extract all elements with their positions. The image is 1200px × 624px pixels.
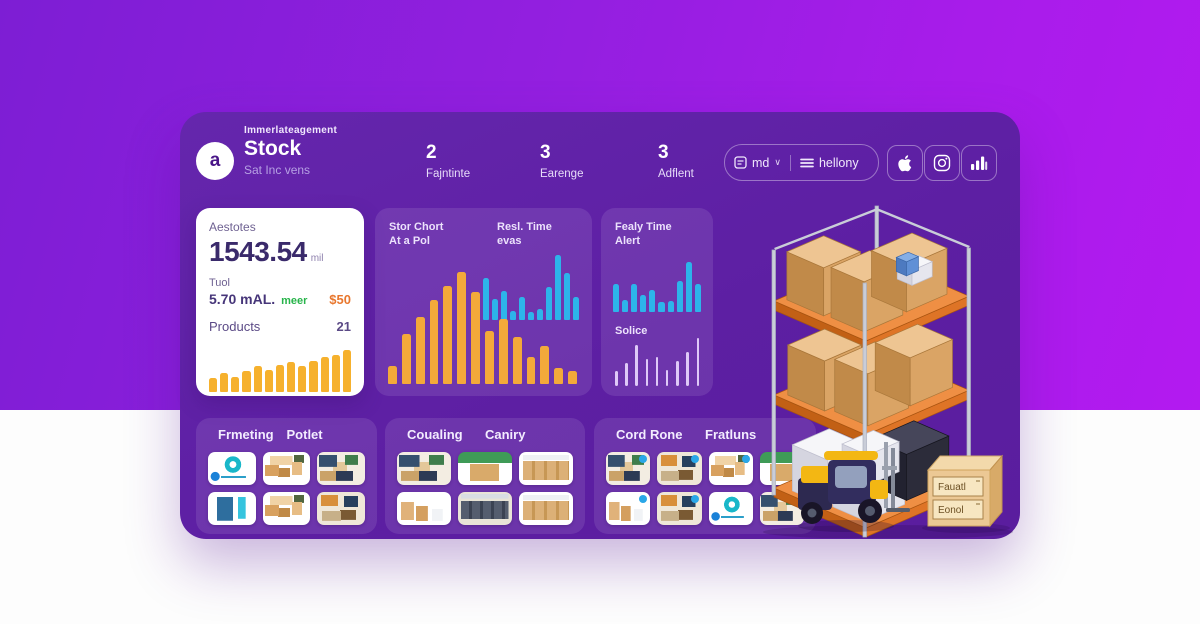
page-subtitle: Sat Inc vens [244,163,311,177]
solice-bar-chart [615,334,699,386]
metric-value: 5.70 mAL. [209,291,276,307]
metric-label: Tuol [209,277,230,289]
products-label: Products [209,319,261,334]
signal-bars-icon [971,156,988,170]
product-thumbnail[interactable] [458,492,512,525]
product-thumbnail[interactable] [657,452,702,485]
metric-tag: meer [281,295,308,307]
product-thumbnail[interactable] [657,492,702,525]
product-thumbnail[interactable] [397,452,451,485]
summary-unit: mil [310,253,324,264]
product-grid [397,452,573,525]
labelled-box-illustration: Fauatl Eonol [922,454,1010,533]
camera-icon [933,154,951,172]
page-title: Stock [244,137,302,160]
app-logo: a [196,142,234,180]
summary-value: 1543.54 [209,236,307,267]
product-thumbnail[interactable] [606,492,651,525]
product-thumbnail[interactable] [397,492,451,525]
alert-bar-chart [613,250,701,312]
stat-value: 3 [540,142,551,163]
product-section-3: Cord Rone Fratluns [594,418,816,534]
product-thumbnail[interactable] [208,452,256,485]
section-header: Caniry [485,427,526,442]
products-count: 21 [336,319,351,334]
hamburger-icon [800,158,814,167]
product-thumbnail[interactable] [606,452,651,485]
mode-dropdown[interactable]: md ∨ [725,156,790,170]
realtime-chart-title: Resl. Time evas [497,221,552,248]
pill-divider [789,154,791,171]
stat-value: 3 [658,142,669,163]
stock-bar-chart [388,236,578,384]
menu-label: hellony [818,155,859,170]
section-header: Coualing [407,427,463,442]
box-label-1: Fauatl [938,482,966,493]
product-thumbnail[interactable] [519,492,573,525]
header-stat-3: 3 Adflent [658,142,694,180]
product-thumbnail[interactable] [519,452,573,485]
stat-value: 2 [426,142,437,163]
metric-amount: $50 [329,292,351,307]
list-square-icon [734,156,747,169]
product-thumbnail[interactable] [208,492,256,525]
realtime-bar-chart [483,244,579,320]
apple-button[interactable] [887,145,923,181]
warehouse-illustration: Fauatl Eonol [748,188,1020,539]
product-thumbnail[interactable] [317,492,365,525]
chevron-down-icon: ∨ [774,157,781,167]
dropdown-label: md [752,155,770,170]
stock-chart-panel: Stor Chort At a Pol Resl. Time evas [375,208,592,396]
product-thumbnail[interactable] [708,452,753,485]
product-thumbnail[interactable] [458,452,512,485]
header-stat-1: 2 Fajntinte [426,142,470,180]
alert-chart-panel: Fealy Time Alert Solice [601,208,713,396]
section-header: Fratluns [705,427,757,442]
section-header: Potlet [286,427,323,442]
product-section-1: Frmeting Potlet [196,418,377,534]
product-thumbnail[interactable] [262,452,311,485]
stat-label: Adflent [658,168,694,180]
camera-button[interactable] [924,145,960,181]
section-header: Cord Rone [616,427,683,442]
alert-chart-title: Fealy Time Alert [615,221,672,248]
logo-letter: a [209,150,221,171]
stock-chart-title: Stor Chort At a Pol [389,221,444,248]
apple-icon [897,154,911,171]
solice-label: Solice [615,325,648,337]
box-label-2: Eonol [938,505,964,516]
stat-label: Earenge [540,168,584,180]
dashboard-card: a Immerlateagement Stock Sat Inc vens 2 … [180,112,1020,539]
stats-button[interactable] [961,145,997,181]
header-pill-controls: md ∨ hellony [724,144,879,181]
product-grid [606,452,804,525]
summary-label: Aestotes [209,220,256,234]
product-grid [208,452,365,525]
menu-button[interactable]: hellony [791,156,868,170]
product-thumbnail[interactable] [262,492,311,525]
stat-label: Fajntinte [426,168,471,180]
summary-card: Aestotes 1543.54 mil Tuol 5.70 mAL. meer… [196,208,364,396]
product-thumbnail[interactable] [708,492,753,525]
header-stat-2: 3 Earenge [540,142,583,180]
header-titles: Immerlateagement Stock Sat Inc vens [244,125,337,177]
app-label: Immerlateagement [244,125,338,136]
forklift-illustration [798,442,910,532]
products-mini-bar-chart [209,342,352,392]
product-section-2: Coualing Caniry [385,418,585,534]
product-thumbnail[interactable] [317,452,365,485]
section-header: Frmeting [218,427,274,442]
